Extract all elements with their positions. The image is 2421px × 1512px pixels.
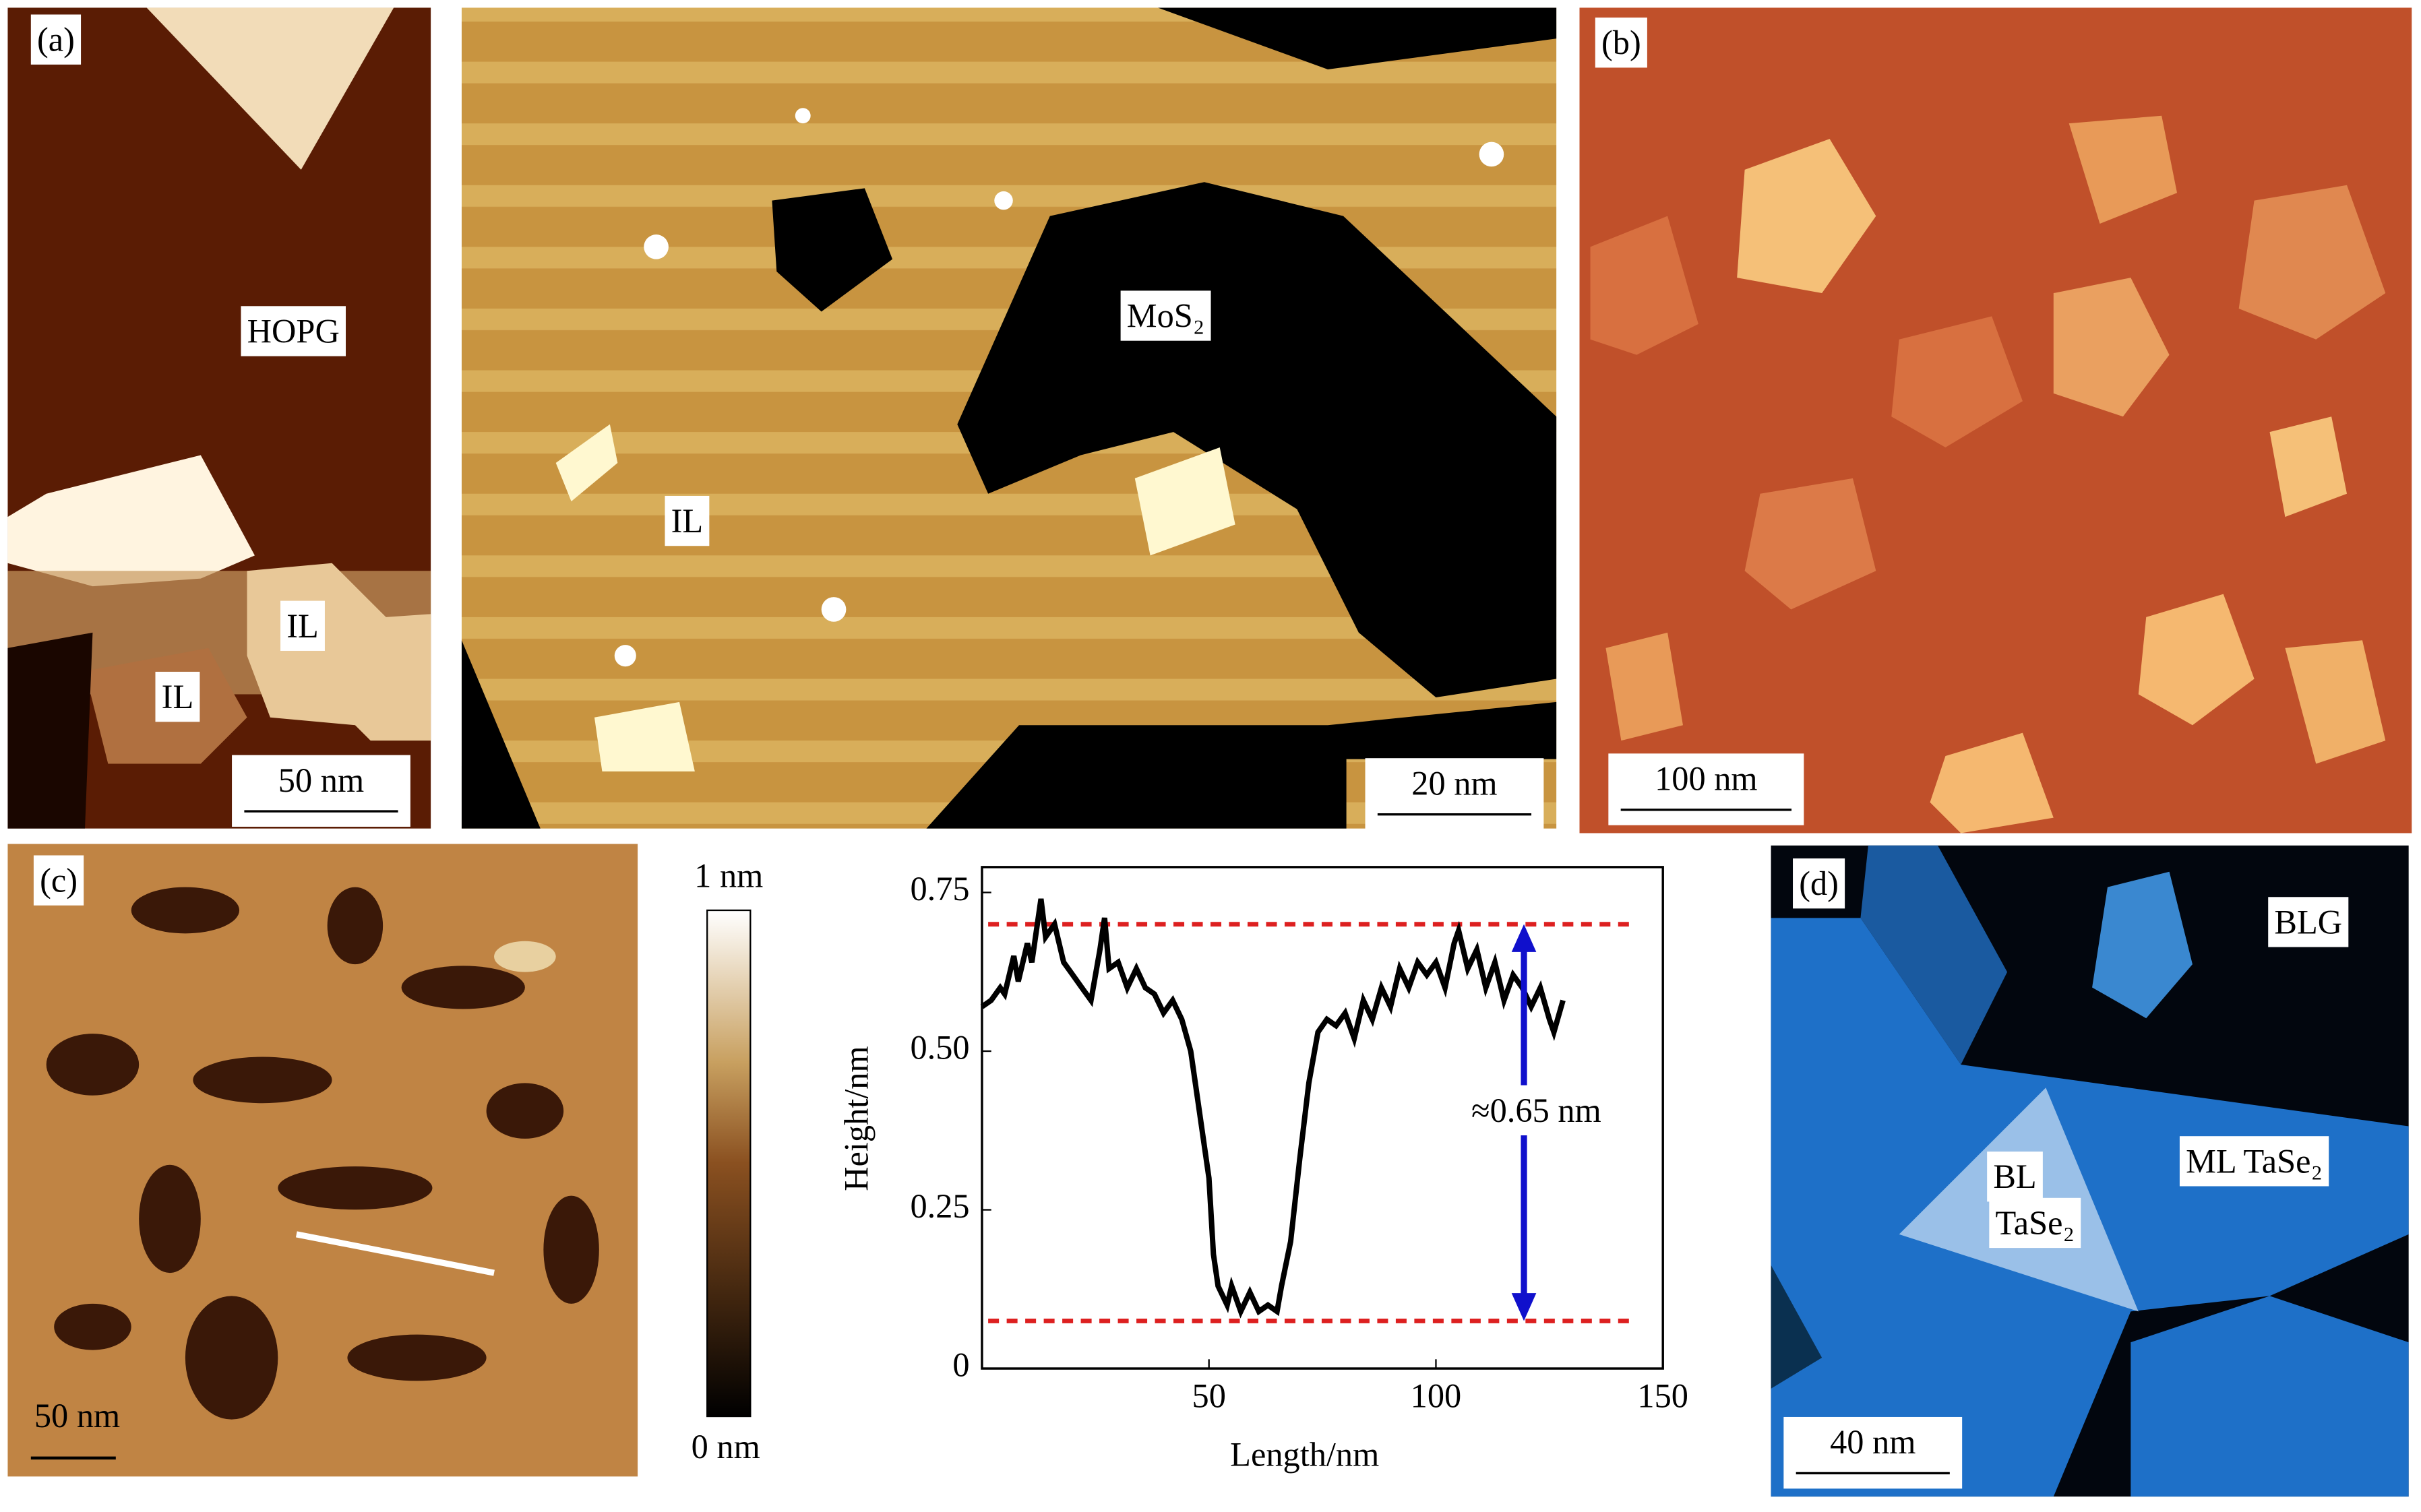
label-box [155, 671, 200, 722]
y-tick-label: 0.50 [910, 1029, 969, 1067]
label-box [1989, 1197, 2081, 1249]
y-tick-label: 0 [952, 1346, 969, 1384]
label-box [1595, 18, 1647, 68]
label-box [1987, 1152, 2043, 1202]
region-label: HOPG [247, 312, 340, 350]
label-box [232, 755, 410, 827]
x-axis-title: Length/nm [1230, 1435, 1379, 1473]
label-box [2179, 1136, 2329, 1187]
label-box [1365, 758, 1544, 830]
plot-frame [981, 866, 1664, 1370]
x-tick-label: 100 [1411, 1377, 1462, 1414]
scale-bar-label: 40 nm [1830, 1423, 1916, 1461]
panel-label: (a) [37, 21, 75, 59]
region-label: IL [162, 678, 194, 716]
label-box [1120, 290, 1211, 341]
data-line [980, 898, 1566, 1319]
arrow-head [1511, 1293, 1537, 1321]
arrow-head [1511, 924, 1537, 952]
region-label: BL [1993, 1158, 2036, 1195]
label-box [33, 855, 84, 906]
label-box [280, 600, 325, 651]
x-tick-label: 150 [1637, 1377, 1688, 1414]
label-box [241, 306, 346, 356]
panel-a-image [7, 7, 431, 829]
panel-mos2-image [461, 7, 1557, 829]
region-label: IL [671, 502, 704, 540]
height-arrow [1511, 924, 1537, 1321]
y-axis-title: Height/nm [838, 1046, 876, 1191]
scale-bar-label: 100 nm [1655, 759, 1758, 797]
panel-label: (c) [40, 862, 78, 900]
y-tick-label: 0.25 [910, 1187, 969, 1225]
panel-c-image [7, 844, 752, 1477]
panel-label: (b) [1601, 24, 1641, 61]
label-box [30, 14, 82, 65]
label-box [1783, 1416, 1963, 1489]
region-label: ML TaSe₂ [2186, 1142, 2323, 1180]
colorbar-label: 0 nm [692, 1428, 760, 1466]
colorbar-label: 1 nm [694, 857, 763, 895]
region-label: TaSe₂ [1996, 1204, 2075, 1242]
scale-bar-label: 50 nm [278, 761, 364, 799]
label-box [1608, 753, 1804, 825]
y-tick-label: 0.75 [910, 870, 969, 908]
scale-bar-label: 50 nm [34, 1397, 120, 1435]
panel-label: (d) [1799, 864, 1839, 902]
label-box [1793, 858, 1845, 909]
panel-d-image [1771, 845, 2409, 1497]
region-label: BLG [2274, 903, 2342, 941]
scale-bar-label: 20 nm [1411, 764, 1497, 802]
x-tick-label: 50 [1192, 1377, 1226, 1414]
label-box [2268, 897, 2349, 947]
label-box [665, 495, 710, 546]
region-label: MoS₂ [1127, 297, 1205, 335]
panel-b-image [1579, 7, 2412, 833]
region-label: IL [286, 607, 319, 645]
annotation: ≈0.65 nm [1471, 1092, 1601, 1129]
